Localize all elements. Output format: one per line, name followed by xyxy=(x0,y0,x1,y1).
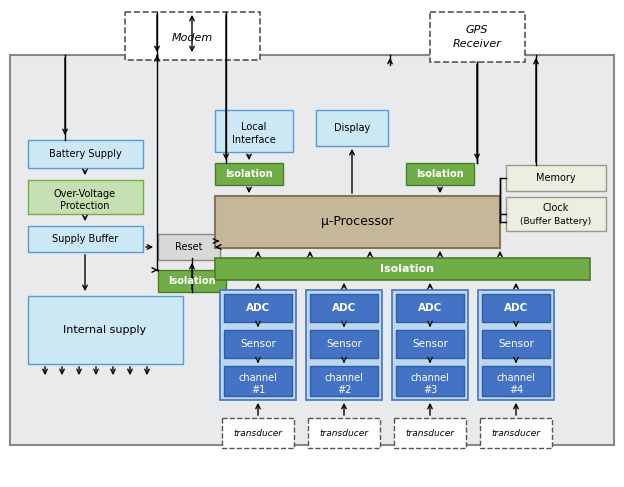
Text: Interface: Interface xyxy=(232,135,276,145)
Text: (Buffer Battery): (Buffer Battery) xyxy=(520,217,592,225)
Bar xyxy=(125,12,260,60)
Bar xyxy=(310,366,378,396)
Bar xyxy=(10,55,614,445)
Bar xyxy=(158,234,220,260)
Bar xyxy=(308,418,380,448)
Bar xyxy=(316,110,388,146)
Text: ADC: ADC xyxy=(418,303,442,313)
Text: #4: #4 xyxy=(509,385,523,395)
Text: Reset: Reset xyxy=(175,242,203,252)
Text: channel: channel xyxy=(238,373,278,383)
Text: Receiver: Receiver xyxy=(452,39,502,49)
Text: #3: #3 xyxy=(423,385,437,395)
Text: Display: Display xyxy=(334,123,370,133)
Bar xyxy=(215,163,283,185)
Bar xyxy=(220,290,296,400)
Bar xyxy=(310,330,378,358)
Bar xyxy=(310,294,378,322)
Bar xyxy=(482,294,550,322)
Text: transducer: transducer xyxy=(406,429,454,437)
Bar xyxy=(482,330,550,358)
Bar xyxy=(28,180,143,214)
Text: transducer: transducer xyxy=(492,429,540,437)
Text: #1: #1 xyxy=(251,385,265,395)
Bar xyxy=(394,418,466,448)
Bar xyxy=(224,294,292,322)
Text: Isolation: Isolation xyxy=(416,169,464,179)
Text: Local: Local xyxy=(241,122,266,132)
Bar xyxy=(506,197,606,231)
Text: Isolation: Isolation xyxy=(168,276,216,286)
Bar xyxy=(28,140,143,168)
Text: Memory: Memory xyxy=(536,173,576,183)
Text: Internal supply: Internal supply xyxy=(64,325,147,335)
Bar xyxy=(222,418,294,448)
Text: channel: channel xyxy=(411,373,449,383)
Bar xyxy=(306,290,382,400)
Text: Isolation: Isolation xyxy=(225,169,273,179)
Text: transducer: transducer xyxy=(233,429,283,437)
Text: Supply Buffer: Supply Buffer xyxy=(52,234,118,244)
Bar xyxy=(28,296,183,364)
Bar xyxy=(28,226,143,252)
Text: channel: channel xyxy=(497,373,535,383)
Bar xyxy=(158,270,226,292)
Bar xyxy=(482,366,550,396)
Text: ADC: ADC xyxy=(332,303,356,313)
Bar xyxy=(215,196,500,248)
Bar xyxy=(215,258,590,280)
Text: Sensor: Sensor xyxy=(412,339,448,349)
Bar xyxy=(224,366,292,396)
Text: Protection: Protection xyxy=(61,201,110,211)
Text: ADC: ADC xyxy=(504,303,528,313)
Text: µ-Processor: µ-Processor xyxy=(321,216,393,228)
Bar xyxy=(480,418,552,448)
Text: #2: #2 xyxy=(337,385,351,395)
Text: Battery Supply: Battery Supply xyxy=(49,149,122,159)
Text: channel: channel xyxy=(324,373,363,383)
Text: Isolation: Isolation xyxy=(380,264,434,274)
Text: transducer: transducer xyxy=(319,429,369,437)
Text: Over-Voltage: Over-Voltage xyxy=(54,189,116,199)
Bar xyxy=(215,110,293,152)
Bar xyxy=(430,12,525,62)
Text: GPS: GPS xyxy=(466,25,488,35)
Text: ADC: ADC xyxy=(246,303,270,313)
Text: Clock: Clock xyxy=(543,203,569,213)
Bar xyxy=(396,294,464,322)
Bar xyxy=(506,165,606,191)
Text: Sensor: Sensor xyxy=(326,339,362,349)
Text: Modem: Modem xyxy=(172,33,213,43)
Bar xyxy=(396,366,464,396)
Bar xyxy=(392,290,468,400)
Text: Sensor: Sensor xyxy=(498,339,534,349)
Bar xyxy=(224,330,292,358)
Text: Sensor: Sensor xyxy=(240,339,276,349)
Bar xyxy=(406,163,474,185)
Bar xyxy=(396,330,464,358)
Bar xyxy=(478,290,554,400)
